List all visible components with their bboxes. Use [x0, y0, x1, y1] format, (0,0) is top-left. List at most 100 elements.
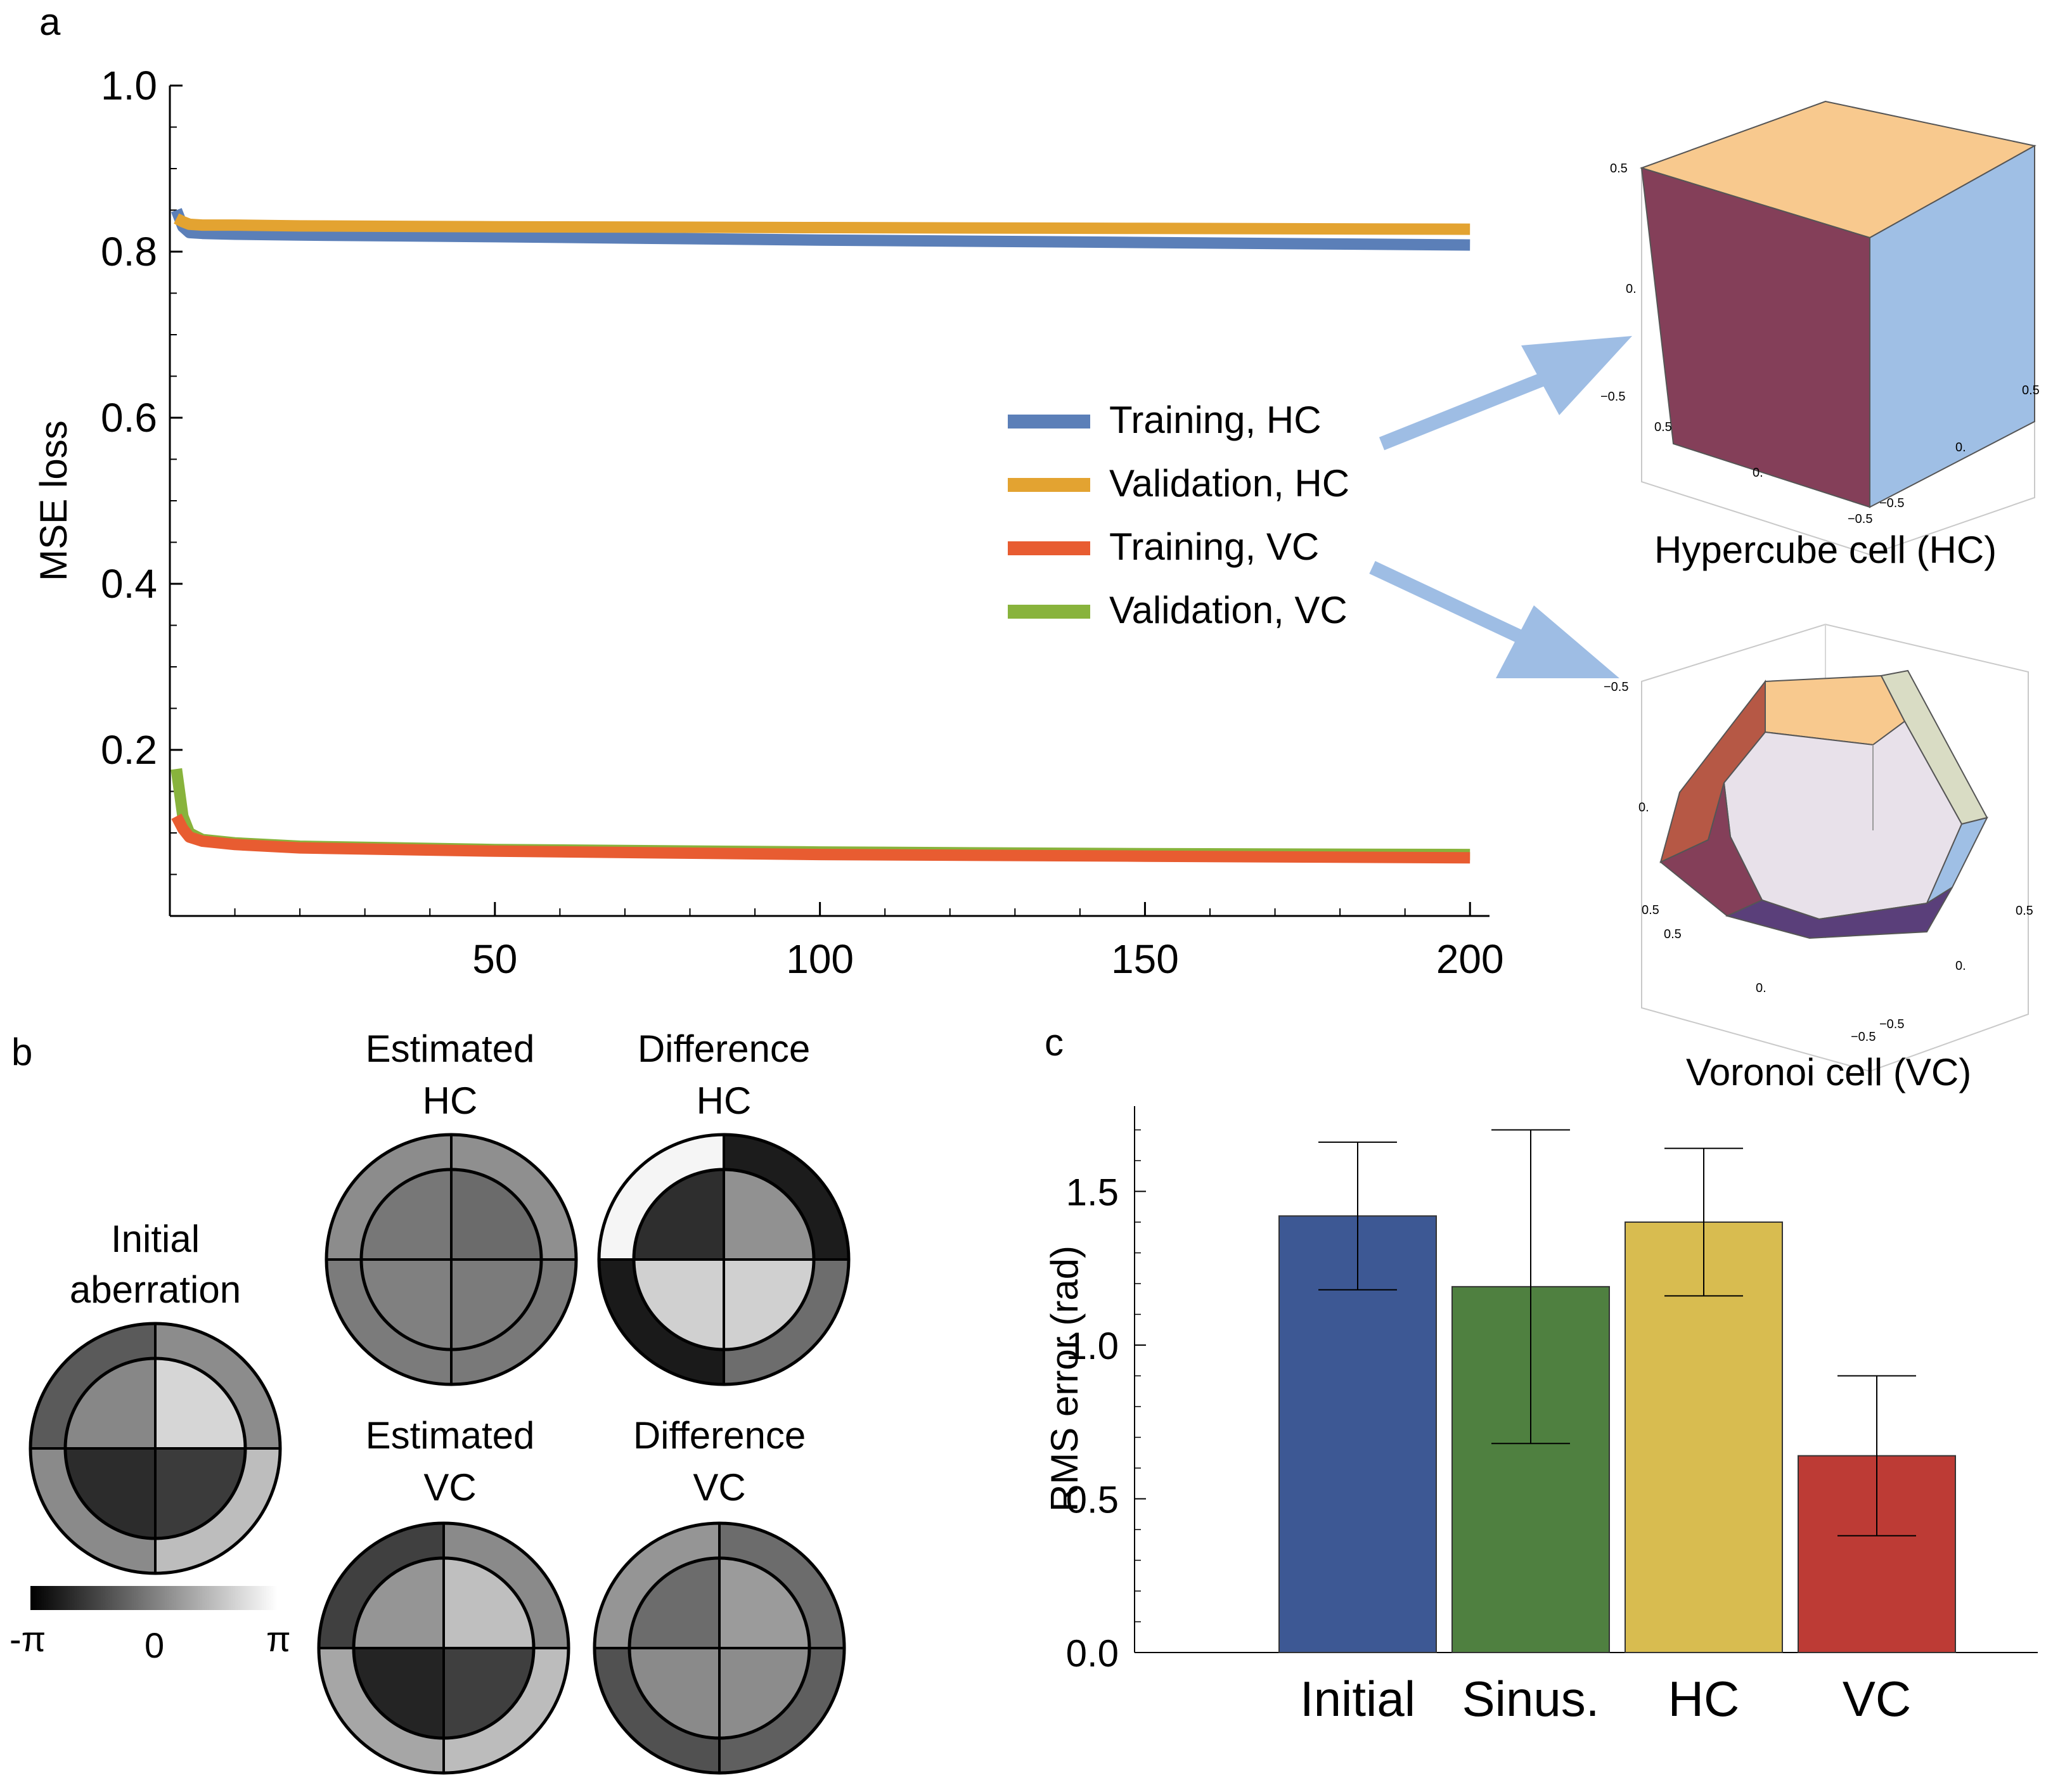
category-label-vc: VC — [1843, 1671, 1911, 1727]
hc-tick-7: 0.5 — [2022, 383, 2040, 397]
inner-disk-top-right — [451, 1170, 541, 1260]
category-label-initial: Initial — [1300, 1671, 1415, 1727]
series-line-training-vc — [171, 813, 1470, 864]
panel-label-c: c — [1045, 1021, 1064, 1064]
legend-label-training-hc: Training, HC — [1109, 399, 1322, 441]
series-line-validation-hc — [174, 213, 1470, 235]
y-tick-label: 1.5 — [1066, 1171, 1119, 1214]
inner-disk-top-right — [444, 1558, 534, 1648]
inner-disk-top-right — [719, 1558, 809, 1648]
loss-line-chart: 0.2 0.4 0.6 0.8 1.0 50 100 150 200 MSE loss Trai… — [32, 63, 1504, 982]
vc-tick-9: −0.5 — [1879, 1017, 1904, 1031]
estimated-vc-map — [317, 1521, 570, 1775]
vc-tick-8: 0. — [1955, 959, 1966, 973]
line-series-group — [171, 208, 1470, 864]
colorbar-max-label: π — [266, 1619, 291, 1659]
inner-disk-bottom-left — [354, 1648, 444, 1738]
voronoi-caption: Voronoi cell (VC) — [1686, 1051, 1971, 1093]
est-vc-title-line1: Estimated — [366, 1414, 535, 1457]
inner-disk-bottom-right — [719, 1648, 809, 1738]
bars-group: Initial Sinus. HC VC — [1278, 1129, 1956, 1727]
inner-disk-top-left — [361, 1170, 451, 1260]
hc-tick-5: 0. — [1753, 466, 1763, 480]
initial-title-line2: aberration — [70, 1268, 241, 1311]
y-axis-label: MSE loss — [32, 420, 75, 581]
initial-aberration-map — [29, 1322, 282, 1575]
hc-tick-3: −0.5 — [1600, 390, 1625, 404]
vc-tick-3: 0.5 — [1642, 903, 1659, 917]
hc-tick-6: −0.5 — [1848, 512, 1872, 526]
hc-tick-4: 0.5 — [1654, 420, 1672, 434]
vc-tick-7: 0.5 — [2016, 904, 2033, 918]
legend: Training, HC Validation, HC Training, VC… — [1008, 399, 1349, 631]
inner-disk-bottom-left — [634, 1260, 724, 1350]
axis-ticks: 0.0 0.5 1.0 1.5 — [1066, 1129, 1146, 1675]
x-tick-label: 200 — [1436, 936, 1504, 982]
vc-tick-2: 0. — [1638, 801, 1649, 815]
inner-disk-bottom-right — [444, 1648, 534, 1738]
est-vc-title-line2: VC — [423, 1466, 476, 1509]
inner-disk-bottom-left — [65, 1448, 155, 1538]
y-tick-label: 1.0 — [1066, 1325, 1119, 1367]
vc-tick-4: 0.5 — [1664, 927, 1682, 941]
series-line-training-hc — [171, 208, 1470, 251]
arrowhead-hypercube — [1521, 336, 1632, 415]
phase-maps: Initial aberration Estimated HC Differen… — [10, 1028, 851, 1775]
x-tick-label: 150 — [1111, 936, 1179, 982]
rms-bar-chart: 0.0 0.5 1.0 1.5 Initial Sinus. HC VC RMS error… — [1043, 1106, 2038, 1727]
initial-title-line1: Initial — [111, 1218, 200, 1260]
y-tick-label: 0.8 — [101, 229, 157, 274]
inner-disk-top-left — [354, 1558, 444, 1648]
y-tick-label: 0.6 — [101, 395, 157, 441]
y-tick-label: 0.2 — [101, 727, 157, 773]
pointer-arrows — [1369, 336, 1632, 678]
category-label-hc: HC — [1668, 1671, 1740, 1727]
arrow-to-voronoi — [1369, 561, 1531, 647]
inner-disk-top-left — [629, 1558, 719, 1648]
est-hc-title-line2: HC — [423, 1079, 478, 1122]
y-tick-label: 1.0 — [101, 63, 157, 108]
inner-disk-bottom-right — [451, 1260, 541, 1350]
inner-disk-bottom-right — [155, 1448, 245, 1538]
inner-disk-top-left — [65, 1358, 155, 1448]
vc-tick-1: −0.5 — [1604, 680, 1628, 694]
inner-disk-bottom-right — [724, 1260, 814, 1350]
series-line-validation-vc — [171, 768, 1470, 861]
inner-disk-top-right — [155, 1358, 245, 1448]
inner-disk-bottom-left — [361, 1260, 451, 1350]
hypercube-cell-3d: 0.5 0. −0.5 0.5 0. −0.5 0.5 0. −0.5 Hype… — [1600, 100, 2040, 571]
diff-vc-title-line1: Difference — [633, 1414, 806, 1457]
inner-disk-top-right — [724, 1170, 814, 1260]
panel-label-b: b — [11, 1031, 32, 1073]
hc-tick-9: −0.5 — [1879, 496, 1904, 510]
legend-label-validation-hc: Validation, HC — [1109, 462, 1349, 505]
hc-tick-8: 0. — [1955, 441, 1966, 454]
legend-label-validation-vc: Validation, VC — [1109, 589, 1348, 631]
est-hc-title-line1: Estimated — [366, 1028, 535, 1070]
difference-hc-map — [597, 1133, 851, 1386]
y-tick-label: 0.0 — [1066, 1632, 1119, 1675]
difference-vc-map — [593, 1521, 846, 1775]
arrow-to-hypercube — [1379, 367, 1559, 451]
bottom-face — [1725, 887, 1953, 939]
hc-tick-2: 0. — [1626, 282, 1637, 296]
front-right-face — [1869, 145, 2035, 508]
colorbar-min-label: -π — [10, 1619, 46, 1659]
y-axis-label: RMS error (rad) — [1043, 1246, 1086, 1512]
arrowhead-voronoi — [1496, 605, 1619, 678]
axis-ticks: 0.2 0.4 0.6 0.8 1.0 50 100 150 200 — [101, 63, 1504, 982]
y-tick-label: 0.4 — [101, 561, 157, 607]
vc-tick-5: 0. — [1756, 981, 1766, 995]
x-tick-label: 100 — [786, 936, 854, 982]
vc-tick-6: −0.5 — [1851, 1030, 1876, 1044]
voronoi-cell-3d: −0.5 0. 0.5 0.5 0. −0.5 0.5 0. −0.5 Voro… — [1604, 623, 2033, 1093]
inner-disk-top-left — [634, 1170, 724, 1260]
diff-hc-title-line1: Difference — [638, 1028, 810, 1070]
x-tick-label: 50 — [472, 936, 517, 982]
panel-label-a: a — [39, 1, 61, 43]
y-tick-label: 0.5 — [1066, 1479, 1119, 1521]
inner-disk-bottom-left — [629, 1648, 719, 1738]
legend-label-training-vc: Training, VC — [1109, 525, 1319, 568]
hc-tick-1: 0.5 — [1610, 162, 1628, 176]
